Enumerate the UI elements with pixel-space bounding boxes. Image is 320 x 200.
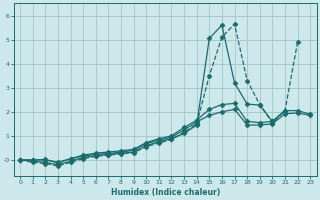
X-axis label: Humidex (Indice chaleur): Humidex (Indice chaleur): [110, 188, 220, 197]
